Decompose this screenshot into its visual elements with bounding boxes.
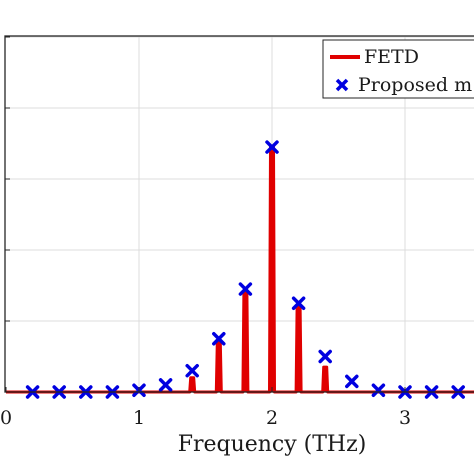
x-tick-label: 3 [399,407,411,429]
series-proposed-marker [265,140,279,154]
series-proposed-marker [158,378,173,392]
legend-proposed-swatch [335,78,349,92]
legend: FETD Proposed m [322,39,474,99]
marker-stroke [185,363,199,378]
marker-stroke [238,282,253,296]
marker-stroke [345,374,359,389]
marker-stroke [291,296,306,310]
marker-stroke [318,349,332,364]
series-proposed-marker [185,363,199,378]
series-proposed-marker [212,332,226,346]
series-proposed-marker [371,383,386,397]
x-tick-label: 1 [133,407,145,429]
marker-stroke [371,383,386,397]
marker-stroke [158,378,173,392]
series-proposed-marker [291,296,306,310]
legend-proposed-label: Proposed m [358,74,472,96]
series-proposed-marker [345,374,359,389]
axes: 0 1 2 3 [0,36,411,429]
x-axis-label: Frequency (THz) [178,432,367,457]
series-proposed-marker [238,282,253,296]
legend-fetd-label: FETD [364,46,419,68]
legend-box [322,39,474,99]
marker-stroke [265,140,279,154]
series-proposed-marker [318,349,332,364]
x-tick-label: 2 [266,407,278,429]
plot-frame [4,35,474,393]
x-tick-label: 0 [0,407,12,429]
marker-stroke [212,332,226,346]
